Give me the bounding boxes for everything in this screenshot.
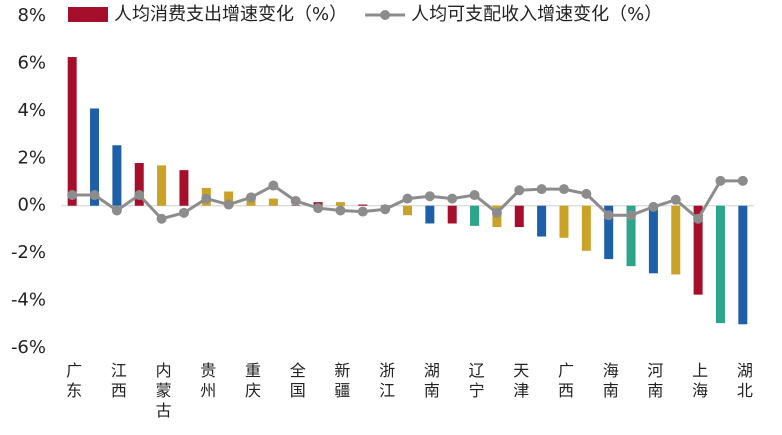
x-tick-label: 新疆 (331, 362, 351, 402)
marker (626, 210, 637, 221)
x-tick-label: 内蒙古 (152, 362, 172, 422)
bar (425, 205, 435, 224)
marker (380, 204, 391, 215)
bar (157, 165, 167, 206)
marker (268, 180, 279, 191)
marker (246, 192, 257, 203)
x-tick-label: 广西 (554, 362, 574, 402)
x-tick-label: 辽宁 (465, 362, 485, 402)
bar (268, 198, 278, 206)
marker (603, 210, 614, 221)
x-tick-label: 广东 (63, 362, 83, 402)
marker (737, 175, 748, 186)
x-tick-label: 重庆 (242, 362, 262, 402)
y-tick-label: -2% (11, 242, 46, 263)
x-tick-label: 上海 (689, 362, 709, 402)
marker (67, 190, 78, 201)
x-tick-label: 浙江 (376, 362, 396, 402)
y-tick-label: -6% (11, 337, 46, 358)
marker (178, 207, 189, 218)
marker (201, 193, 212, 204)
bar (581, 205, 591, 251)
marker (648, 201, 659, 212)
marker (313, 203, 324, 214)
legend-swatch (380, 10, 391, 20)
marker (670, 194, 681, 205)
y-tick-label: 6% (17, 52, 46, 73)
marker (581, 188, 592, 199)
marker (111, 205, 122, 216)
bar (447, 205, 457, 224)
x-tick-label: 全国 (286, 362, 306, 402)
bar (738, 205, 748, 325)
bar (693, 205, 703, 295)
marker (89, 190, 100, 201)
bar (224, 191, 234, 206)
marker (357, 206, 368, 217)
bar (403, 205, 412, 216)
marker (335, 205, 346, 216)
bar (112, 145, 122, 206)
x-tick-label: 天津 (510, 362, 530, 402)
marker (290, 195, 301, 206)
bar (514, 205, 524, 228)
x-tick-label: 河南 (644, 362, 664, 402)
marker (491, 207, 502, 218)
legend-label: 人均消费支出增速变化（%） (114, 4, 347, 25)
marker (558, 184, 569, 195)
x-tick-label: 贵州 (197, 362, 217, 402)
marker (424, 191, 435, 202)
bar (537, 205, 547, 237)
bar (559, 205, 569, 238)
bar (67, 57, 77, 206)
legend-label: 人均可支配收入增速变化（%） (411, 4, 662, 25)
bar (358, 204, 368, 206)
x-tick-label: 江西 (107, 362, 127, 402)
y-tick-label: 2% (17, 147, 46, 168)
marker (536, 184, 547, 195)
bar (335, 202, 345, 206)
bar (626, 205, 636, 267)
y-tick-label: 4% (17, 100, 46, 121)
marker (223, 199, 234, 210)
marker (134, 190, 145, 201)
marker (715, 175, 726, 186)
x-tick-label: 海南 (599, 362, 619, 402)
bar (179, 170, 189, 206)
bar (648, 205, 658, 274)
bar (671, 205, 681, 275)
bar (715, 205, 725, 324)
x-tick-label: 湖北 (733, 362, 753, 402)
marker (469, 190, 480, 201)
x-tick-label: 湖南 (420, 362, 440, 402)
marker (402, 193, 413, 204)
y-tick-label: -4% (11, 290, 46, 311)
legend-swatch (68, 7, 108, 22)
marker (514, 185, 525, 196)
bar (134, 163, 144, 206)
bar (604, 205, 614, 260)
bar (470, 205, 480, 226)
y-tick-label: 0% (17, 195, 46, 216)
y-tick-label: 8% (17, 5, 46, 26)
marker (447, 193, 458, 204)
marker (156, 213, 167, 224)
bar (90, 108, 100, 206)
marker (693, 213, 704, 224)
